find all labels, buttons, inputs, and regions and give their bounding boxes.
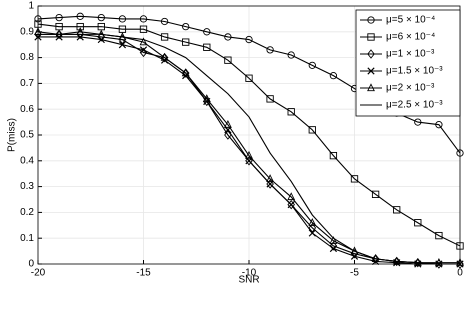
legend-marker xyxy=(367,16,375,24)
y-tick-label: 0 xyxy=(28,259,34,270)
marker xyxy=(287,51,295,59)
marker xyxy=(287,108,295,116)
marker xyxy=(139,46,148,54)
x-tick-label: -10 xyxy=(242,268,257,279)
marker xyxy=(34,15,42,23)
marker xyxy=(266,95,274,103)
y-tick-label: 0.4 xyxy=(20,155,34,166)
marker xyxy=(414,219,422,227)
marker xyxy=(76,12,84,20)
marker xyxy=(308,126,316,134)
marker xyxy=(182,22,190,31)
marker xyxy=(160,33,169,41)
marker xyxy=(139,25,148,33)
x-axis-label: SNR xyxy=(238,275,259,286)
y-tick-label: 1 xyxy=(28,1,34,12)
x-tick-label: 0 xyxy=(457,268,463,279)
marker xyxy=(287,201,295,209)
x-tick-label: -5 xyxy=(350,268,359,279)
legend-box xyxy=(355,9,461,117)
marker xyxy=(97,13,105,22)
marker xyxy=(181,68,190,77)
marker xyxy=(435,231,443,240)
y-tick-label: 0.7 xyxy=(20,78,34,89)
marker xyxy=(224,33,232,41)
series-line xyxy=(37,23,461,247)
y-tick-label: 0.8 xyxy=(20,52,34,63)
marker xyxy=(245,150,253,159)
marker xyxy=(308,223,317,233)
marker xyxy=(329,241,338,251)
marker xyxy=(182,38,190,46)
marker xyxy=(329,244,338,253)
marker xyxy=(350,175,359,183)
marker xyxy=(203,28,211,36)
marker xyxy=(139,37,148,46)
legend-label: μ=2 × 10⁻³ xyxy=(386,83,435,94)
marker xyxy=(308,61,316,69)
marker xyxy=(456,149,464,157)
marker xyxy=(139,15,148,23)
marker xyxy=(435,121,443,129)
y-tick-label: 0.3 xyxy=(20,181,34,192)
marker xyxy=(224,56,232,64)
legend-marker xyxy=(367,83,375,92)
legend-marker xyxy=(367,67,375,75)
marker xyxy=(160,52,169,61)
y-axis-label: P(miss) xyxy=(7,118,18,152)
marker xyxy=(393,259,401,267)
marker xyxy=(287,192,296,201)
marker xyxy=(266,174,275,183)
marker xyxy=(266,46,274,54)
marker xyxy=(456,242,464,250)
y-tick-label: 0.2 xyxy=(20,207,34,218)
legend-label: μ=6 × 10⁻⁴ xyxy=(386,32,435,43)
legend-marker xyxy=(367,49,375,59)
marker xyxy=(223,119,232,128)
marker xyxy=(118,41,127,49)
marker xyxy=(308,218,317,226)
y-tick-label: 0.1 xyxy=(20,233,34,244)
legend-marker xyxy=(367,33,375,41)
y-tick-label: 0.9 xyxy=(20,26,34,37)
x-tick-label: -20 xyxy=(31,268,46,279)
marker xyxy=(118,15,127,23)
marker xyxy=(203,43,211,51)
marker xyxy=(414,118,422,126)
x-tick-label: -15 xyxy=(136,268,151,279)
marker xyxy=(414,260,422,268)
legend-label: μ=1.5 × 10⁻³ xyxy=(386,66,443,77)
marker xyxy=(329,72,338,80)
marker xyxy=(245,35,253,44)
legend-label: μ=2.5 × 10⁻³ xyxy=(386,100,443,111)
marker xyxy=(202,94,211,103)
marker xyxy=(245,74,253,82)
marker xyxy=(329,236,338,244)
marker xyxy=(55,13,63,22)
plot-frame xyxy=(37,5,461,265)
series-line xyxy=(38,33,460,265)
marker xyxy=(308,229,316,237)
y-tick-label: 0.5 xyxy=(20,130,34,141)
marker xyxy=(393,206,401,214)
y-tick-label: 0.6 xyxy=(20,104,34,115)
marker xyxy=(371,190,380,198)
marker xyxy=(55,29,63,40)
marker xyxy=(160,17,169,26)
marker xyxy=(329,151,338,160)
legend-label: μ=1 × 10⁻³ xyxy=(386,49,435,60)
legend-label: μ=5 × 10⁻⁴ xyxy=(386,15,435,26)
marker xyxy=(456,258,464,266)
marker xyxy=(434,258,443,266)
